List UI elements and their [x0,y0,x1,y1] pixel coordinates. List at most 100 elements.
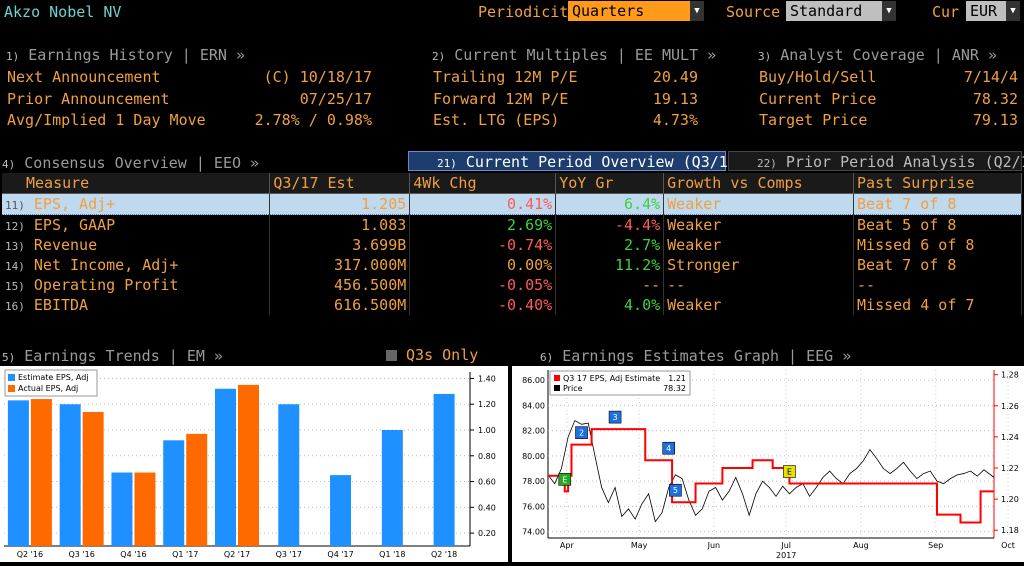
estimate-bar [433,393,455,546]
table-row[interactable]: 13) Revenue 3.699B -0.74% 2.7% Weaker Mi… [2,235,1022,255]
current-multiples-link[interactable]: 2) Current Multiples | EE MULT » [432,46,717,64]
y-tick-label: 1.20 [478,400,496,409]
section-title: Earnings History | ERN » [28,46,246,64]
section-title: Earnings Estimates Graph | EEG » [562,347,852,365]
measure-cell[interactable]: 11) EPS, Adj+ [2,193,271,215]
col-chg[interactable]: 4Wk Chg [409,173,557,194]
chg-cell: -0.74% [409,235,557,255]
tab-prior-period[interactable]: 22) Prior Period Analysis (Q2/17) [728,151,1024,171]
q3s-only-toggle[interactable]: Q3s Only [386,346,478,364]
surprise-cell: Beat 5 of 8 [853,214,1022,235]
event-marker-label: 3 [613,413,618,422]
chg-cell: 0.41% [409,193,557,215]
earnings-trends-link[interactable]: 5) Earnings Trends | EM » [2,347,223,365]
table-header-row: Measure Q3/17 Est 4Wk Chg YoY Gr Growth … [2,173,1022,194]
x-tick-label: Q1 '18 [379,550,405,559]
tab-current-period[interactable]: 21) Current Period Overview (Q3/17) [408,151,746,171]
right-y-tick-label: 1.28 [1001,371,1019,380]
earnings-history-link[interactable]: 1) Earnings History | ERN » [6,46,246,64]
x-tick-label: Q3 '17 [276,550,302,559]
left-y-tick-label: 76.00 [522,502,545,511]
surprise-cell: Beat 7 of 8 [853,255,1022,275]
measure-cell[interactable]: 14) Net Income, Adj+ [2,255,271,275]
source-label: Source [726,3,781,21]
yoy-cell: 11.2% [555,255,665,275]
estimate-bar [59,404,81,546]
surprise-cell: Missed 4 of 7 [853,295,1022,315]
comps-cell: Stronger [663,255,855,275]
measure-cell[interactable]: 16) EBITDA [2,295,271,315]
currency-select[interactable]: EUR ▼ [966,1,1020,21]
x-tick-label: Q1 '17 [172,550,198,559]
estimate-line [548,428,994,524]
consensus-overview-link[interactable]: 4) Consensus Overview | EEO » [2,154,260,172]
section-title: Earnings Trends | EM » [24,347,223,365]
earnings-estimates-chart: 74.00 76.00 78.00 80.00 82.00 84.00 86.00 1.18 1… [512,366,1024,562]
event-marker-label: 2 [579,429,584,438]
est-cell: 456.500M [269,275,411,295]
source-select[interactable]: Standard ▼ [786,1,896,21]
col-surprise[interactable]: Past Surprise [853,173,1022,194]
col-measure[interactable]: Measure [2,173,271,194]
x-tick-label: Q4 '17 [327,550,353,559]
surprise-cell: Missed 6 of 8 [853,235,1022,255]
table-row[interactable]: 12) EPS, GAAP 1.083 2.69% -4.4% Weaker B… [2,214,1022,235]
currency-value: EUR [970,2,998,20]
price-line [547,419,995,523]
legend-box [549,370,691,396]
table-row[interactable]: 16) EBITDA 616.500M -0.40% 4.0% Weaker M… [2,295,1022,315]
table-row[interactable]: 14) Net Income, Adj+ 317.000M 0.00% 11.2… [2,255,1022,275]
col-est[interactable]: Q3/17 Est [269,173,411,194]
actual-bar [82,411,104,546]
earnings-estimates-graph-link[interactable]: 6) Earnings Estimates Graph | EEG » [540,347,852,365]
source-value: Standard [790,2,863,20]
table-row[interactable]: 11) EPS, Adj+ 1.205 0.41% 6.4% Weaker Be… [2,193,1022,215]
legend-value: 1.21 [668,374,686,383]
consensus-table: Measure Q3/17 Est 4Wk Chg YoY Gr Growth … [2,173,1022,315]
estimate-bar [330,475,352,546]
y-tick-label: 0.80 [478,452,496,461]
chevron-down-icon: ▼ [690,1,704,21]
estimate-bar [381,430,403,546]
measure-cell[interactable]: 13) Revenue [2,235,271,255]
estimate-bar [7,400,29,546]
col-yoy[interactable]: YoY Gr [555,173,665,194]
yoy-cell: 4.0% [555,295,665,315]
event-marker-label: 5 [673,486,678,495]
estimate-bar [111,472,133,546]
right-y-tick-label: 1.26 [1001,402,1019,411]
event-marker [575,426,588,439]
legend-label: Actual EPS, Adj [18,384,78,393]
legend-value: 78.32 [663,384,686,393]
table-row[interactable]: 15) Operating Profit 456.500M -0.05% -- … [2,275,1022,295]
surprise-cell: Beat 7 of 8 [853,193,1022,215]
est-cell: 3.699B [269,235,411,255]
bar-chart-svg: 0.20 0.40 0.60 0.80 1.00 1.20 1.40 Q2 '16 Q3 '16… [4,369,496,559]
periodicity-select[interactable]: Quarters ▼ [568,1,704,21]
analyst-coverage-link[interactable]: 3) Analyst Coverage | ANR » [758,46,998,64]
yoy-cell: -- [555,275,665,295]
legend-swatch [8,374,15,381]
chg-cell: -0.40% [409,295,557,315]
earnings-trends-chart: 0.20 0.40 0.60 0.80 1.00 1.20 1.40 Q2 '16 Q3 '16… [0,366,508,562]
col-comps[interactable]: Growth vs Comps [663,173,855,194]
right-y-tick-label: 1.20 [1001,495,1019,504]
actual-bar [134,472,156,546]
x-tick-label: May [631,541,648,550]
actual-bar [186,433,208,546]
periodicity-value: Quarters [572,2,645,20]
x-year-label: 2017 [776,551,796,560]
section-title: Analyst Coverage | ANR » [780,46,998,64]
estimate-bar [163,440,185,546]
legend-swatch [554,375,560,381]
measure-cell[interactable]: 15) Operating Profit [2,275,271,295]
measure-cell[interactable]: 12) EPS, GAAP [2,214,271,235]
yoy-cell: 2.7% [555,235,665,255]
event-marker-label: 4 [666,444,671,453]
chg-cell: 0.00% [409,255,557,275]
event-marker [669,483,682,497]
x-tick-label: Jun [707,541,721,550]
actual-bar [30,399,52,546]
comps-cell: Weaker [663,214,855,235]
comps-cell: -- [663,275,855,295]
